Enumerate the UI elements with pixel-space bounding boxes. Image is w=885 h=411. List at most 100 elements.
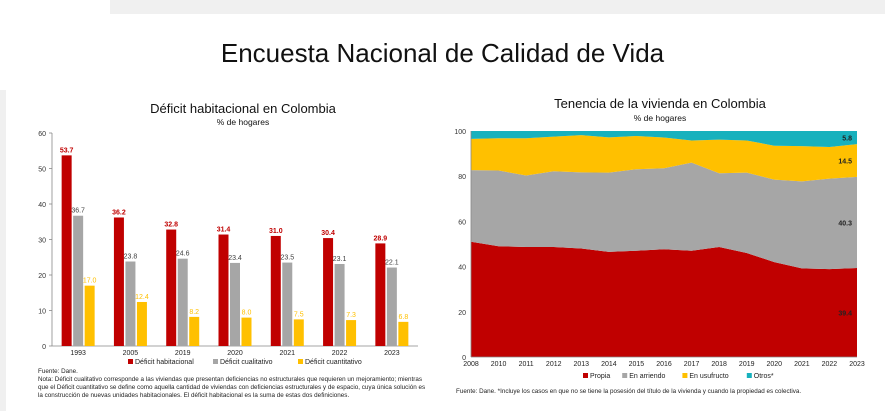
x-tick-label: 2014 <box>601 361 617 368</box>
x-tick-label: 2019 <box>739 361 755 368</box>
x-tick-label: 2015 <box>629 361 645 368</box>
data-label: 22.1 <box>385 260 399 267</box>
x-tick-label: 2017 <box>684 361 700 368</box>
bar-déficit-cuantitativo <box>189 316 200 346</box>
end-label: 14.5 <box>838 158 852 165</box>
x-tick-label: 2012 <box>546 361 562 368</box>
x-tick-label: 2022 <box>332 350 348 357</box>
bar-déficit-cualitativo <box>177 258 188 346</box>
area-otros <box>471 131 857 148</box>
area-propia <box>471 241 857 357</box>
end-label: 5.8 <box>842 136 852 143</box>
data-label: 8.2 <box>189 309 199 316</box>
legend-swatch <box>746 373 752 378</box>
data-label: 53.7 <box>60 147 74 154</box>
y-tick-label: 0 <box>42 344 46 351</box>
legend-swatch <box>682 373 688 378</box>
x-tick-label: 2016 <box>656 361 672 368</box>
bar-déficit-habitacional <box>375 243 386 346</box>
y-tick-label: 60 <box>38 131 46 138</box>
left-band <box>0 90 6 411</box>
bar-chart-note: Nota: Déficit cualitativo corresponde a … <box>38 376 426 399</box>
data-label: 30.4 <box>321 230 335 237</box>
area-chart-title: Tenencia de la vivienda en Colombia <box>554 96 767 111</box>
legend-label: Déficit cuantitativo <box>305 359 362 366</box>
page-title: Encuesta Nacional de Calidad de Vida <box>220 38 665 68</box>
bar-déficit-cuantitativo <box>398 321 409 346</box>
bar-déficit-cuantitativo <box>136 301 147 346</box>
bar-chart-notes: Fuente: Dane. Nota: Déficit cualitativo … <box>38 368 428 400</box>
x-tick-label: 2021 <box>794 361 810 368</box>
bar-déficit-cualitativo <box>282 262 293 346</box>
bar-déficit-habitacional <box>166 229 177 346</box>
bar-déficit-cualitativo <box>73 215 84 346</box>
bar-déficit-cuantitativo <box>241 317 252 346</box>
y-tick-label: 20 <box>458 310 466 317</box>
data-label: 12.4 <box>135 294 149 301</box>
data-label: 23.4 <box>228 255 242 262</box>
bar-déficit-cualitativo <box>386 267 397 346</box>
end-label: 39.4 <box>838 310 852 317</box>
legend-label: En arriendo <box>629 373 665 380</box>
data-label: 31.0 <box>269 228 283 235</box>
area-chart-source: Fuente: Dane. *Incluye los casos en que … <box>456 388 802 395</box>
bar-déficit-habitacional <box>270 235 281 346</box>
data-label: 23.8 <box>124 254 138 261</box>
y-tick-label: 50 <box>38 167 46 174</box>
bar-chart-source: Fuente: Dane. <box>38 368 78 375</box>
legend-swatch <box>298 359 303 364</box>
bar-déficit-cualitativo <box>230 262 240 346</box>
x-tick-label: 2010 <box>491 361 507 368</box>
y-tick-label: 60 <box>458 219 466 226</box>
y-tick-label: 40 <box>458 265 466 272</box>
y-tick-label: 20 <box>38 273 46 280</box>
top-band <box>110 0 885 14</box>
x-tick-label: 2023 <box>384 350 400 357</box>
area-en-arriendo <box>471 162 857 270</box>
data-label: 23.1 <box>333 256 347 263</box>
legend-label: Déficit habitacional <box>135 359 194 366</box>
data-label: 36.2 <box>112 209 126 216</box>
y-tick-label: 80 <box>458 174 466 181</box>
data-label: 6.8 <box>398 314 408 321</box>
legend-swatch <box>128 359 133 364</box>
x-tick-label: 2020 <box>227 350 243 357</box>
x-tick-label: 2022 <box>822 361 838 368</box>
legend-swatch <box>213 359 218 364</box>
legend-swatch <box>583 373 588 378</box>
data-label: 7.3 <box>346 312 356 319</box>
x-tick-label: 2023 <box>849 361 865 368</box>
x-tick-label: 2011 <box>519 361 534 368</box>
bar-déficit-cualitativo <box>125 261 136 346</box>
bar-déficit-cuantitativo <box>84 285 95 346</box>
x-tick-label: 2005 <box>123 350 139 357</box>
bar-déficit-cuantitativo <box>346 320 357 346</box>
data-label: 31.4 <box>217 227 231 234</box>
x-tick-label: 2021 <box>279 350 295 357</box>
data-label: 8.0 <box>242 310 252 317</box>
bar-déficit-habitacional <box>113 217 124 346</box>
area-chart-subtitle: % de hogares <box>634 113 686 123</box>
x-tick-label: 1993 <box>70 350 86 357</box>
data-label: 24.6 <box>176 251 190 258</box>
y-tick-label: 0 <box>462 355 466 362</box>
x-tick-label: 2013 <box>573 361 589 368</box>
legend-swatch <box>622 373 628 378</box>
data-label: 28.9 <box>374 235 388 242</box>
end-label: 40.3 <box>838 220 852 227</box>
x-tick-label: 2020 <box>766 361 782 368</box>
data-label: 23.5 <box>280 255 294 262</box>
bar-déficit-habitacional <box>218 234 229 346</box>
data-label: 32.8 <box>164 222 178 229</box>
y-tick-label: 40 <box>38 202 46 209</box>
y-tick-label: 10 <box>38 309 46 316</box>
bar-déficit-habitacional <box>61 155 72 346</box>
area-en-usufructo <box>471 135 857 182</box>
data-label: 7.5 <box>294 311 304 318</box>
bar-déficit-cuantitativo <box>293 319 304 346</box>
data-label: 36.7 <box>71 208 85 215</box>
y-tick-label: 100 <box>454 129 466 136</box>
y-tick-label: 30 <box>38 238 46 245</box>
x-tick-label: 2008 <box>463 361 479 368</box>
